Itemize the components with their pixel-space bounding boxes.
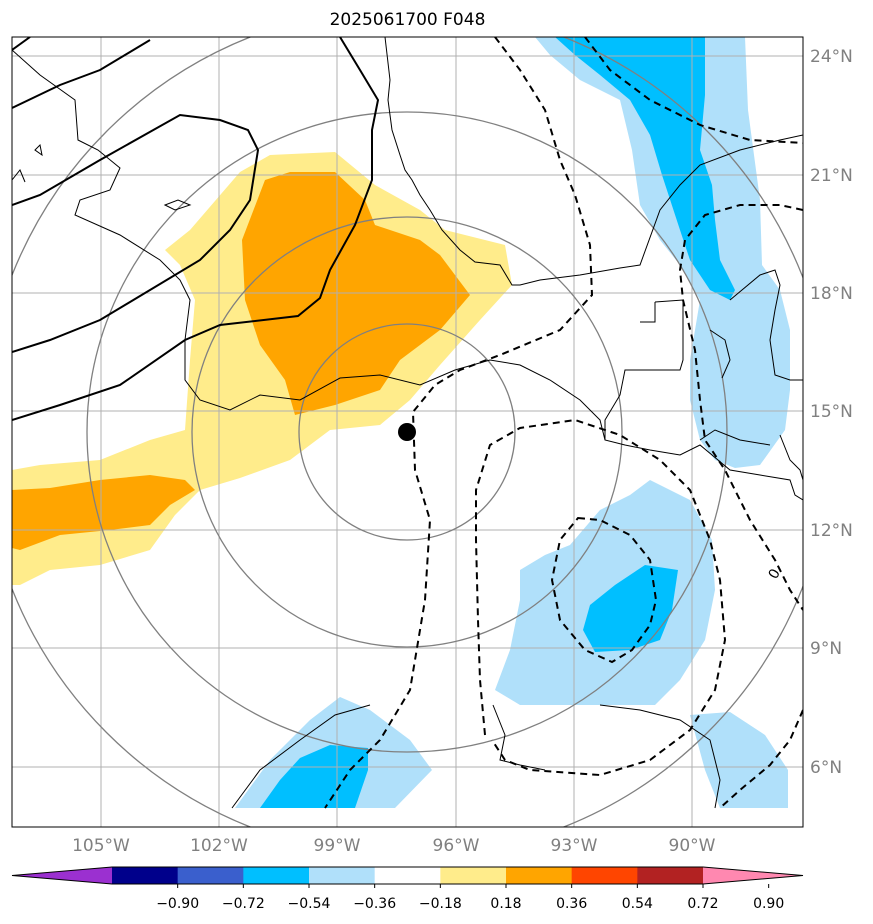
colorbar-segment	[374, 867, 441, 884]
colorbar-tick-label: 0.36	[556, 896, 587, 912]
colorbar-segment	[309, 867, 376, 884]
colorbar-tick-label: 0.18	[490, 896, 521, 912]
colorbar-segment	[177, 867, 244, 884]
lat-label: 6°N	[810, 758, 842, 778]
lat-label: 12°N	[810, 521, 853, 541]
lon-label: 96°W	[433, 836, 480, 856]
colorbar-segments	[11, 866, 804, 885]
colorbar-tick-label: 0.54	[622, 896, 653, 912]
colorbar-extension-low	[12, 867, 112, 884]
lon-label: 105°W	[72, 836, 130, 856]
colorbar-tick-label: −0.72	[222, 896, 265, 912]
range-rings	[12, 37, 803, 827]
colorbar-segment	[637, 867, 704, 884]
lon-label: 102°W	[190, 836, 248, 856]
storm-center-dot	[398, 423, 416, 441]
colorbar-tick-label: 0.72	[687, 896, 718, 912]
colorbar-segment	[112, 867, 179, 884]
contour-label-zero: 0	[766, 566, 784, 582]
colorbar-tick-label: −0.90	[156, 896, 199, 912]
colorbar-ticks: −0.90 −0.72 −0.54 −0.36 −0.18 0.18 0.36 0.54 0.7…	[156, 884, 784, 912]
positive-contours	[12, 37, 380, 421]
map-title: 2025061700 F048	[329, 10, 486, 30]
colorbar-outline	[11, 866, 804, 885]
lon-label: 99°W	[314, 836, 361, 856]
colorbar-tick-label: 0.90	[753, 896, 784, 912]
negative-contours	[324, 37, 803, 809]
colorbar-tick-label: −0.54	[288, 896, 331, 912]
colorbar-extension-high	[703, 867, 803, 884]
lat-label: 24°N	[810, 47, 853, 67]
map-panel: 0 105°W 102°W 99°W 96°W 93°W 90°W 24°N 2…	[11, 36, 853, 856]
lon-label: 90°W	[669, 836, 716, 856]
colorbar-segment	[440, 867, 507, 884]
lon-label: 93°W	[551, 836, 598, 856]
graticule	[12, 37, 803, 827]
map-frame	[11, 36, 804, 828]
colorbar-tick-label: −0.18	[419, 896, 462, 912]
colorbar-segment	[506, 867, 573, 884]
colorbar-segment	[571, 867, 638, 884]
colorbar: −0.90 −0.72 −0.54 −0.36 −0.18 0.18 0.36 0.54 0.7…	[11, 866, 804, 912]
lat-label: 18°N	[810, 284, 853, 304]
lat-label: 9°N	[810, 639, 842, 659]
lat-label: 21°N	[810, 166, 853, 186]
colorbar-tick-label: −0.36	[353, 896, 396, 912]
lat-label: 15°N	[810, 402, 853, 422]
colorbar-segment	[243, 867, 310, 884]
